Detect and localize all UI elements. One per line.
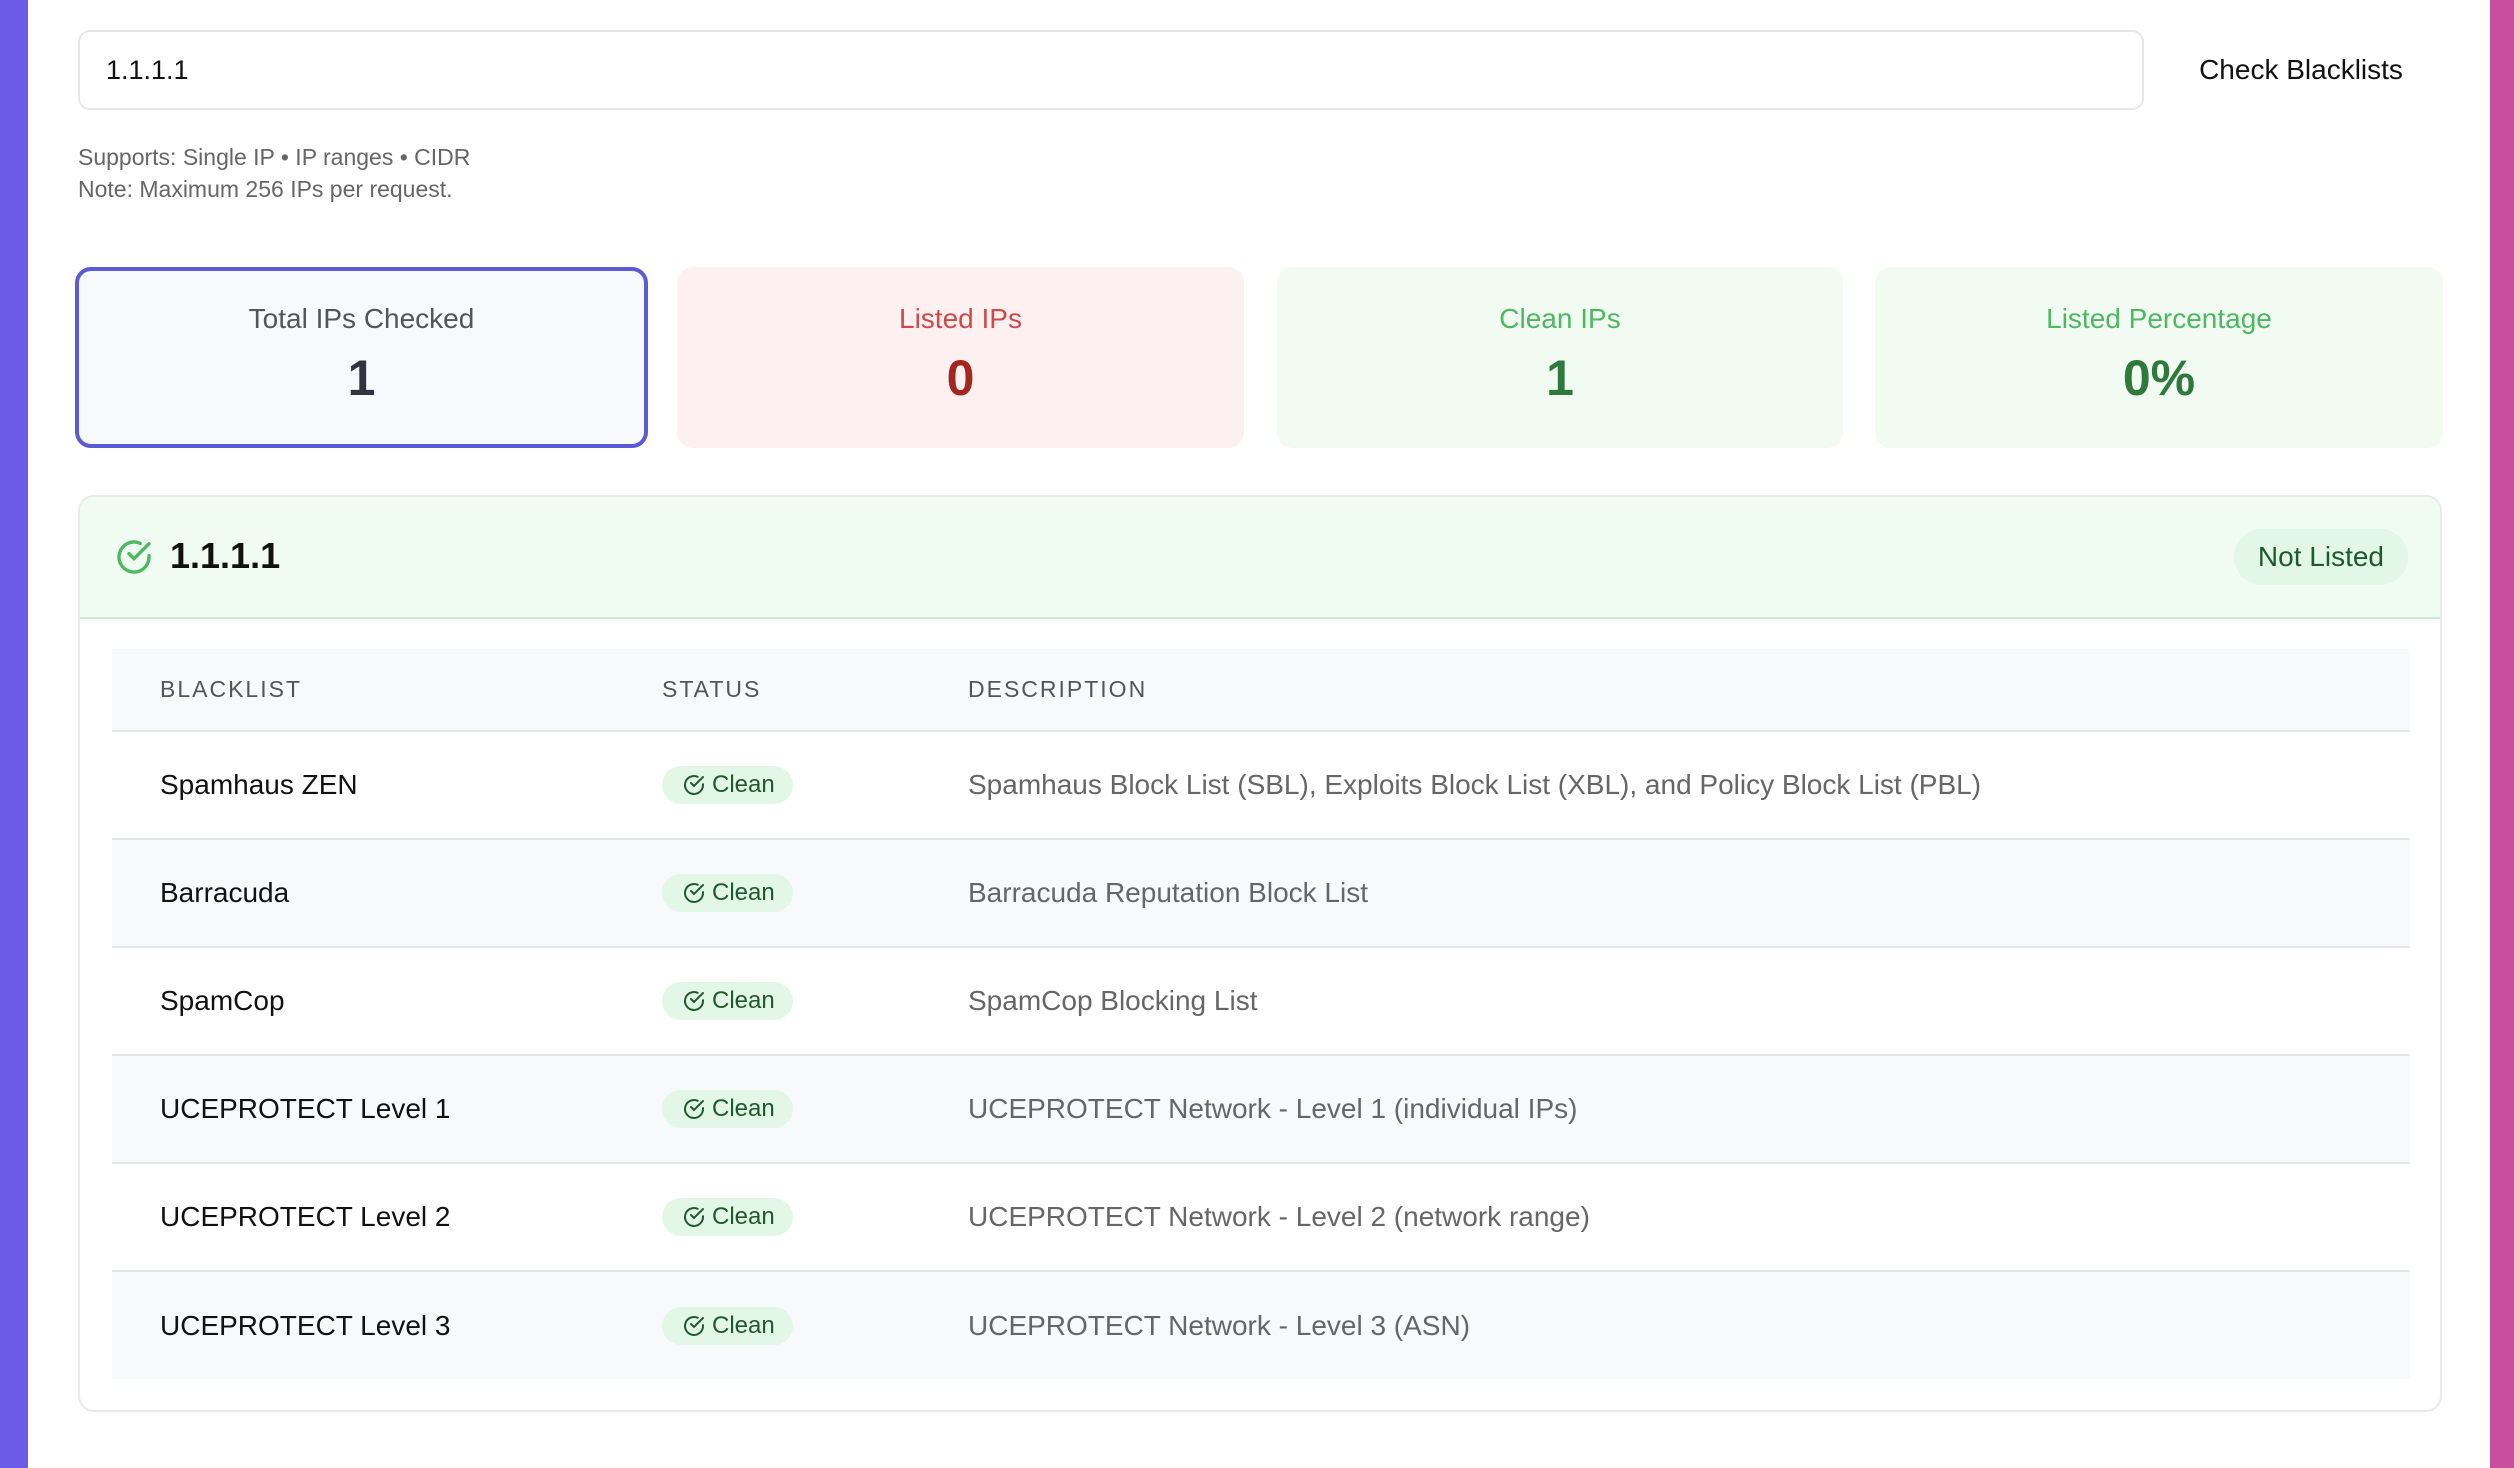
supports-hint: Supports: Single IP • IP ranges • CIDR: [78, 144, 471, 170]
blacklist-table: BLACKLIST STATUS DESCRIPTION Spamhaus ZE…: [112, 649, 2410, 1379]
stat-label: Listed IPs: [899, 303, 1022, 334]
table-row: Barracuda Clean Barracuda Reputation Blo…: [112, 839, 2410, 948]
table-row: UCEPROTECT Level 1 Clean UCEPROTECT Netw…: [112, 1055, 2410, 1164]
table-row: Spamhaus ZEN Clean Spamhaus Block List (…: [112, 731, 2410, 840]
blacklist-description: SpamCop Blocking List: [968, 947, 2410, 1056]
column-header-description: DESCRIPTION: [968, 649, 2410, 732]
table-row: UCEPROTECT Level 2 Clean UCEPROTECT Netw…: [112, 1163, 2410, 1272]
result-ip: 1.1.1.1: [170, 535, 281, 576]
clean-status-pill: Clean: [662, 1306, 793, 1345]
left-gradient-border: [0, 0, 28, 1468]
status-text: Clean: [712, 1095, 775, 1122]
clean-status-pill: Clean: [662, 982, 793, 1020]
check-circle-icon: [684, 775, 704, 795]
column-header-blacklist: BLACKLIST: [112, 649, 662, 732]
stat-value: 1: [347, 350, 376, 406]
right-gradient-border: [2490, 0, 2514, 1468]
clean-status-pill: Clean: [662, 1090, 793, 1128]
stat-card-listed[interactable]: Listed IPs 0: [677, 267, 1244, 448]
status-text: Clean: [712, 1203, 775, 1230]
check-circle-icon: [684, 1207, 704, 1227]
blacklist-name: UCEPROTECT Level 2: [112, 1163, 662, 1272]
status-text: Clean: [712, 1311, 775, 1339]
stat-card-clean[interactable]: Clean IPs 1: [1277, 267, 1843, 448]
stat-card-percentage[interactable]: Listed Percentage 0%: [1875, 267, 2443, 448]
status-badge: Not Listed: [2233, 529, 2408, 585]
clean-status-pill: Clean: [662, 1198, 793, 1236]
blacklist-name: UCEPROTECT Level 3: [160, 1309, 451, 1341]
clean-status-pill: Clean: [662, 874, 793, 912]
blacklist-description: Spamhaus Block List (SBL), Exploits Bloc…: [968, 731, 2410, 840]
status-text: Clean: [712, 987, 775, 1014]
stat-value: 0%: [2122, 350, 2196, 406]
check-circle-icon: [684, 883, 704, 903]
check-circle-icon: [684, 1099, 704, 1119]
blacklist-description: UCEPROTECT Network - Level 1 (individual…: [968, 1055, 2410, 1164]
stat-label: Total IPs Checked: [248, 303, 475, 334]
blacklist-name: Spamhaus ZEN: [112, 731, 662, 840]
check-circle-icon: [117, 540, 151, 574]
ip-input[interactable]: [78, 30, 2144, 110]
blacklist-name: SpamCop: [112, 947, 662, 1056]
max-note: Note: Maximum 256 IPs per request.: [78, 176, 453, 202]
stat-card-total[interactable]: Total IPs Checked 1: [75, 267, 648, 448]
blacklist-description: UCEPROTECT Network - Level 2 (network ra…: [968, 1163, 2410, 1272]
ip-result-panel: 1.1.1.1 Not Listed BLACKLIST STATUS DESC…: [78, 495, 2442, 1412]
table-row: UCEPROTECT Level 3 Clean UCEPROTECT Netw…: [112, 1271, 2410, 1379]
blacklist-name: UCEPROTECT Level 1: [112, 1055, 662, 1164]
status-text: Clean: [712, 771, 775, 798]
stat-label: Clean IPs: [1499, 303, 1621, 334]
ip-result-header[interactable]: 1.1.1.1 Not Listed: [80, 497, 2440, 619]
check-circle-icon: [684, 991, 704, 1011]
status-text: Clean: [712, 879, 775, 906]
table-row: SpamCop Clean SpamCop Blocking List: [112, 947, 2410, 1056]
stat-value: 0: [946, 350, 975, 406]
check-circle-icon: [684, 1315, 704, 1336]
blacklist-description: UCEPROTECT Network - Level 3 (ASN): [968, 1309, 1471, 1341]
clean-status-pill: Clean: [662, 766, 793, 804]
stat-label: Listed Percentage: [2046, 303, 2272, 334]
blacklist-name: Barracuda: [112, 839, 662, 948]
column-header-status: STATUS: [662, 649, 968, 732]
check-blacklists-button[interactable]: Check Blacklists: [2199, 54, 2403, 85]
stat-value: 1: [1546, 350, 1574, 406]
blacklist-description: Barracuda Reputation Block List: [968, 839, 2410, 948]
